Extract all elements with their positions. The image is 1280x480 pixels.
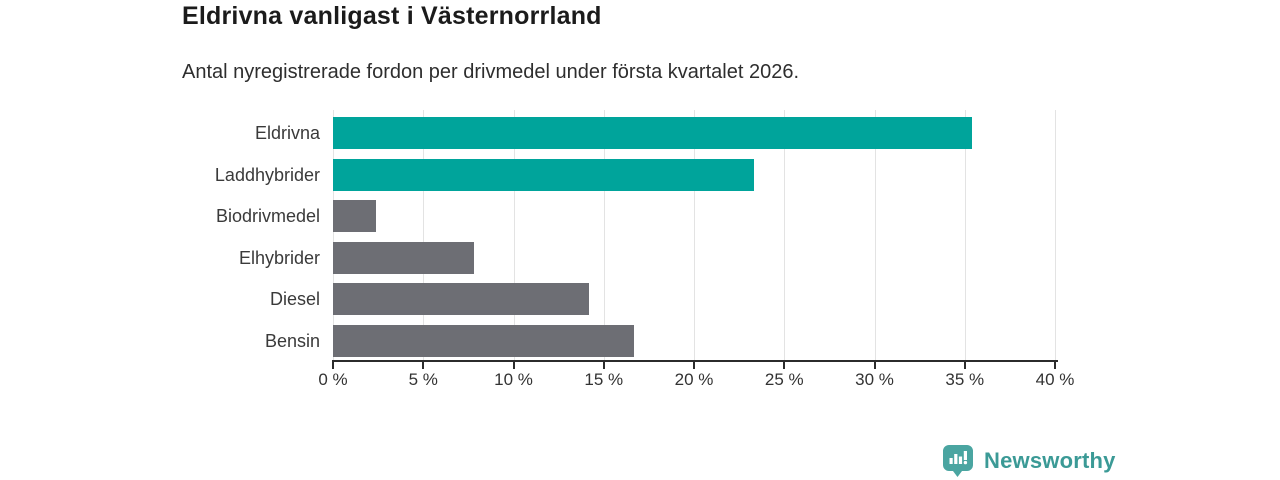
axis-tick-5 (422, 360, 425, 369)
category-label-diesel: Diesel (269, 289, 320, 309)
bar-diesel (333, 283, 590, 315)
category-label-biodrivmedel: Biodrivmedel (215, 206, 320, 226)
newsworthy-logo: Newsworthy (942, 444, 1116, 477)
bar-laddhybrider (333, 158, 754, 191)
gridline-25 (784, 110, 786, 361)
axis-tick-35 (963, 360, 966, 369)
axis-tick-label-40: 40 % (1035, 370, 1075, 389)
bar-eldrivna (333, 117, 972, 149)
category-label-bensin: Bensin (264, 330, 320, 351)
axis-tick-label-15: 15 % (584, 370, 624, 389)
x-axis-line (332, 360, 1058, 362)
newsworthy-logo-icon (942, 444, 974, 477)
plot-area (333, 110, 1056, 361)
gridline-20 (694, 110, 695, 361)
bar-elhybrider (333, 241, 474, 274)
axis-tick-20 (693, 360, 695, 369)
axis-tick-label-25: 25 % (764, 370, 804, 389)
bar-biodrivmedel (333, 200, 377, 232)
axis-tick-10 (512, 360, 515, 369)
axis-tick-label-5: 5 % (408, 370, 438, 389)
category-label-elhybrider: Elhybrider (238, 247, 320, 268)
axis-tick-label-10: 10 % (494, 370, 533, 389)
axis-tick-label-30: 30 % (855, 370, 894, 389)
axis-tick-40 (1054, 360, 1056, 369)
gridline-0 (333, 110, 334, 361)
gridline-15 (603, 110, 605, 361)
category-label-eldrivna: Eldrivna (254, 123, 320, 143)
axis-tick-0 (332, 360, 334, 369)
gridline-5 (423, 110, 425, 361)
gridline-30 (874, 110, 876, 361)
axis-tick-label-35: 35 % (945, 370, 985, 389)
gridline-35 (964, 110, 966, 361)
chart-subtitle: Antal nyregistrerade fordon per drivmede… (182, 61, 800, 83)
axis-tick-label-20: 20 % (674, 370, 714, 389)
category-label-laddhybrider: Laddhybrider (214, 164, 320, 185)
axis-tick-25 (783, 360, 786, 369)
bar-bensin (333, 324, 635, 357)
axis-tick-15 (602, 360, 605, 369)
gridline-10 (513, 110, 515, 361)
brand-name: Newsworthy (984, 447, 1116, 473)
axis-tick-label-0: 0 % (318, 370, 348, 389)
axis-tick-30 (873, 360, 876, 369)
gridline-40 (1055, 110, 1056, 361)
chart-title: Eldrivna vanligast i Västernorrland (182, 2, 602, 30)
